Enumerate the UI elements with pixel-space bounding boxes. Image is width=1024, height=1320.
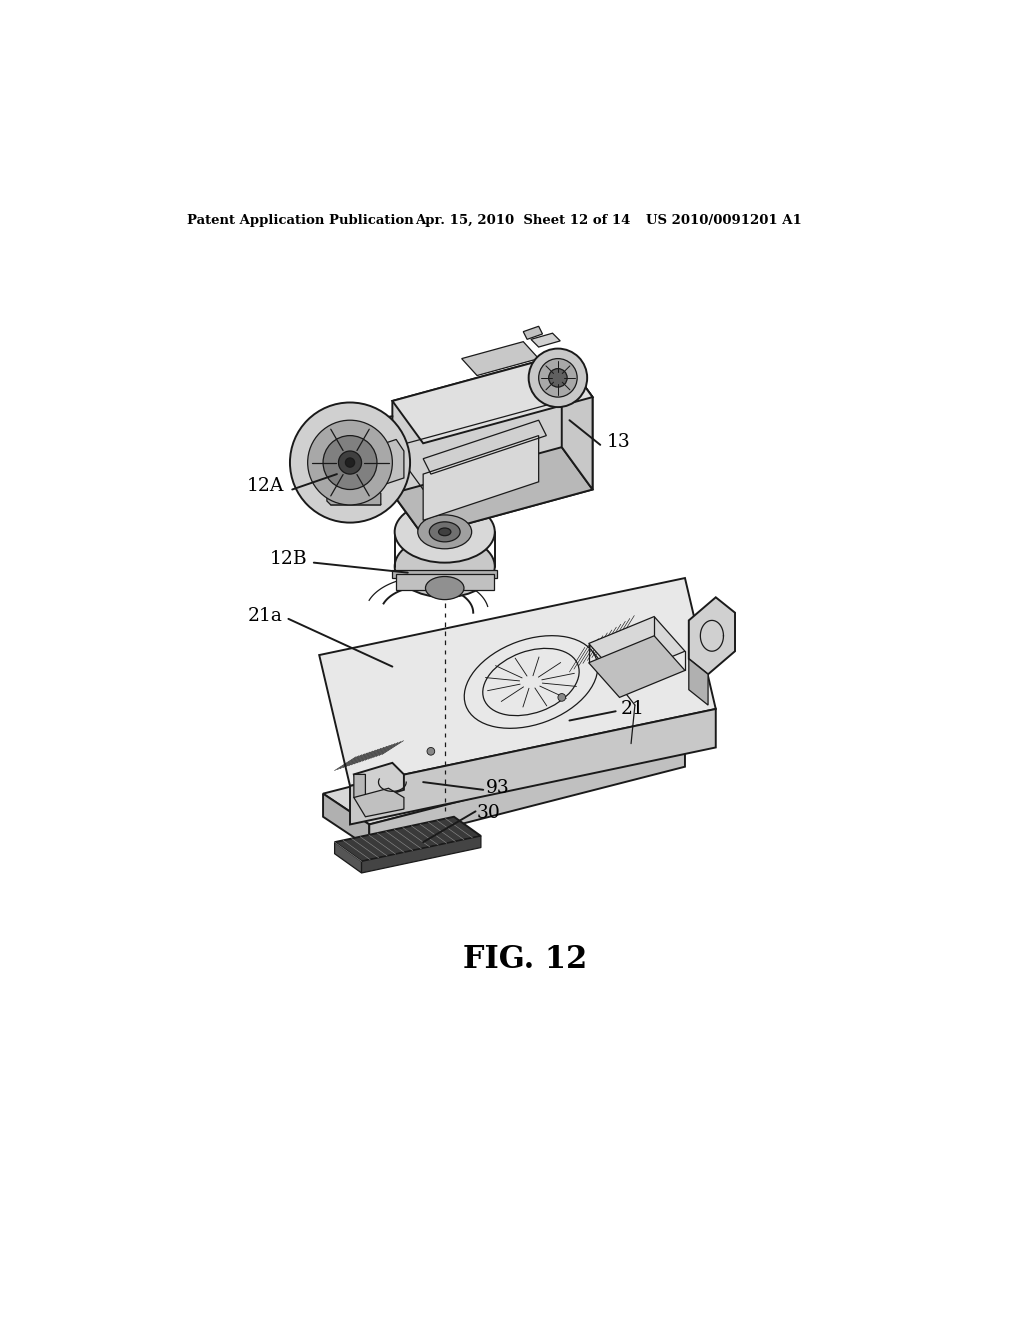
Ellipse shape bbox=[418, 515, 472, 549]
Ellipse shape bbox=[558, 693, 565, 701]
Text: 12A: 12A bbox=[247, 477, 285, 495]
Polygon shape bbox=[589, 636, 685, 697]
Ellipse shape bbox=[323, 436, 377, 490]
Text: 13: 13 bbox=[606, 433, 630, 450]
Polygon shape bbox=[396, 574, 494, 590]
Polygon shape bbox=[689, 659, 708, 705]
Ellipse shape bbox=[539, 359, 578, 397]
Polygon shape bbox=[335, 842, 361, 873]
Ellipse shape bbox=[345, 458, 354, 467]
Polygon shape bbox=[589, 616, 685, 678]
Ellipse shape bbox=[528, 348, 587, 407]
Polygon shape bbox=[523, 326, 543, 339]
Ellipse shape bbox=[394, 536, 495, 597]
Ellipse shape bbox=[438, 528, 451, 536]
Polygon shape bbox=[354, 788, 403, 817]
Polygon shape bbox=[462, 342, 539, 376]
Polygon shape bbox=[335, 817, 481, 862]
Ellipse shape bbox=[394, 502, 495, 562]
Polygon shape bbox=[327, 490, 381, 506]
Text: 21a: 21a bbox=[248, 607, 283, 624]
Text: US 2010/0091201 A1: US 2010/0091201 A1 bbox=[646, 214, 802, 227]
Polygon shape bbox=[392, 447, 593, 536]
Text: 93: 93 bbox=[486, 779, 510, 797]
Ellipse shape bbox=[290, 403, 410, 523]
Polygon shape bbox=[370, 743, 685, 847]
Polygon shape bbox=[327, 490, 381, 506]
Ellipse shape bbox=[549, 368, 567, 387]
Polygon shape bbox=[531, 333, 560, 347]
Polygon shape bbox=[323, 713, 685, 825]
Polygon shape bbox=[689, 597, 735, 675]
Polygon shape bbox=[392, 570, 497, 578]
Polygon shape bbox=[562, 355, 593, 490]
Polygon shape bbox=[423, 436, 539, 520]
Text: Apr. 15, 2010  Sheet 12 of 14: Apr. 15, 2010 Sheet 12 of 14 bbox=[416, 214, 631, 227]
Polygon shape bbox=[354, 775, 366, 801]
Ellipse shape bbox=[307, 420, 392, 506]
Ellipse shape bbox=[339, 451, 361, 474]
Text: FIG. 12: FIG. 12 bbox=[463, 944, 587, 974]
Text: 12B: 12B bbox=[270, 550, 307, 568]
Polygon shape bbox=[392, 355, 593, 536]
Text: Patent Application Publication: Patent Application Publication bbox=[186, 214, 414, 227]
Ellipse shape bbox=[425, 577, 464, 599]
Ellipse shape bbox=[429, 521, 460, 541]
Polygon shape bbox=[350, 709, 716, 825]
Polygon shape bbox=[319, 578, 716, 785]
Polygon shape bbox=[361, 836, 481, 873]
Polygon shape bbox=[354, 763, 403, 801]
Polygon shape bbox=[323, 793, 370, 847]
Text: 30: 30 bbox=[477, 804, 501, 822]
Text: 21: 21 bbox=[621, 700, 645, 718]
Polygon shape bbox=[373, 440, 403, 486]
Polygon shape bbox=[392, 355, 593, 444]
Ellipse shape bbox=[427, 747, 435, 755]
